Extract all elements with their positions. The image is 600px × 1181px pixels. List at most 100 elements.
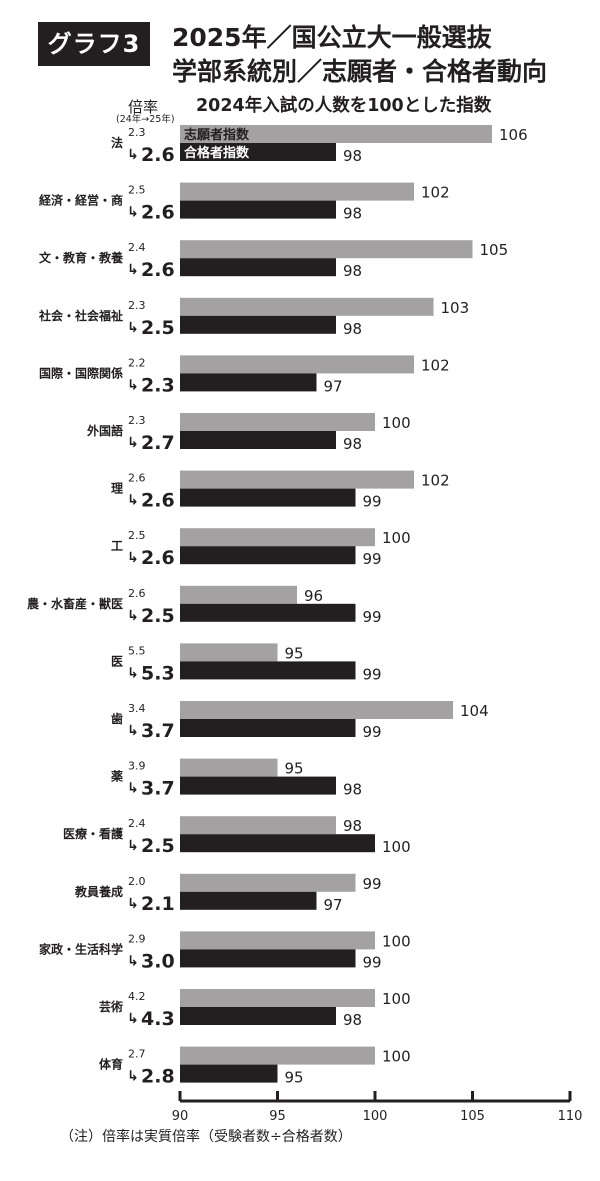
arrow-icon: ↳ [127,205,139,221]
rate-2025-label: 2.6 [141,202,175,224]
x-tick-label: 110 [558,1109,583,1124]
passer-value-label: 98 [343,781,362,799]
applicant-value-label: 104 [460,702,489,720]
passer-bar [180,834,375,853]
rate-2025-label: 2.6 [141,144,175,166]
passer-bar [180,143,336,161]
applicant-value-label: 100 [382,1048,411,1066]
applicant-bar [180,931,375,950]
rate-2025-label: 2.6 [141,259,175,281]
category-label: 理 [111,482,123,496]
passer-bar [180,315,336,334]
applicant-bar [180,528,375,547]
rate-2025-label: 2.5 [141,835,175,857]
applicant-bar [180,413,375,431]
passer-bar [180,776,336,795]
applicant-bar [180,816,336,835]
passer-bar [180,719,356,737]
category-label: 芸術 [99,999,123,1014]
rate-2024-label: 3.4 [128,702,146,715]
applicant-bar [180,125,492,143]
applicant-bar [180,643,278,662]
rate-2025-label: 2.6 [141,490,175,512]
passer-value-label: 98 [343,262,362,280]
rate-2025-label: 2.6 [141,547,175,569]
rate-2025-label: 2.7 [141,432,175,454]
passer-bar [180,1007,336,1025]
category-label: 工 [111,539,123,553]
passer-bar [180,200,336,219]
rate-2024-label: 2.3 [128,299,146,312]
rate-2024-label: 2.7 [128,1048,146,1061]
passer-value-label: 99 [363,550,382,568]
rate-2024-label: 2.5 [128,184,146,197]
arrow-icon: ↳ [127,896,139,912]
arrow-icon: ↳ [127,1011,139,1027]
rate-2025-label: 2.8 [141,1066,175,1088]
rate-2025-label: 3.7 [141,778,175,800]
x-tick-label: 95 [269,1109,286,1124]
arrow-icon: ↳ [127,953,139,969]
x-tick-label: 100 [363,1109,388,1124]
passer-bar [180,891,317,910]
applicant-value-label: 100 [382,414,411,432]
rate-2025-label: 3.7 [141,720,175,742]
category-label: 薬 [111,769,123,784]
rate-2025-label: 2.1 [141,893,175,915]
passer-bar [180,373,317,392]
chart-title-line2: 学部系統別／志願者・合格者動向 [172,57,548,86]
arrow-icon: ↳ [127,838,139,854]
category-label: 医療・看護 [63,826,124,841]
arrow-icon: ↳ [127,781,139,797]
arrow-icon: ↳ [127,608,139,624]
category-label: 家政・生活科学 [39,941,123,956]
rate-2024-label: 2.6 [128,587,146,600]
category-label: 農・水畜産・獣医 [27,596,123,611]
applicant-value-label: 103 [441,299,470,317]
passer-value-label: 99 [363,953,382,971]
passer-value-label: 98 [343,147,362,165]
applicant-bar [180,240,473,259]
passer-bar [180,661,356,680]
chart-subtitle: 2024年入試の人数を100とした指数 [196,96,492,116]
category-label: 法 [111,135,123,150]
arrow-icon: ↳ [127,320,139,336]
rate-2025-label: 4.3 [141,1008,175,1030]
rate-2025-label: 2.5 [141,317,175,339]
rate-2025-label: 2.5 [141,605,175,627]
category-label: 医 [111,654,123,668]
rate-2024-label: 5.5 [128,644,146,657]
applicant-bar [180,297,434,316]
applicant-bar [180,470,414,489]
rate-2024-label: 4.2 [128,990,146,1003]
passer-value-label: 98 [343,435,362,453]
legend-passers: 合格者指数 [184,145,250,161]
footnote: （注）倍率は実質倍率（受験者数÷合格者数） [60,1129,352,1145]
applicant-value-label: 102 [421,472,450,490]
rate-2024-label: 2.4 [128,241,146,254]
rate-2024-label: 3.9 [128,760,146,773]
rate-column-subheader: (24年→25年) [116,114,175,125]
passer-value-label: 99 [363,723,382,741]
rate-column-header: 倍率 [128,98,159,116]
applicant-value-label: 105 [480,241,509,259]
passer-value-label: 100 [382,838,411,856]
rate-2024-label: 2.9 [128,932,146,945]
passer-bar [180,603,356,622]
rate-2024-label: 2.2 [128,356,146,369]
applicant-value-label: 102 [421,184,450,202]
applicant-bar [180,355,414,374]
rate-2024-label: 2.6 [128,472,146,485]
arrow-icon: ↳ [127,1069,139,1085]
rate-2024-label: 2.0 [128,875,146,888]
chart-title-line1: 2025年／国公立大一般選抜 [172,23,492,52]
legend-applicants: 志願者指数 [184,127,250,143]
applicant-value-label: 100 [382,529,411,547]
applicant-bar [180,1046,375,1065]
passer-value-label: 98 [343,205,362,223]
passer-value-label: 98 [343,320,362,338]
category-label: 文・教育・教養 [39,250,123,265]
rate-2024-label: 2.3 [128,126,146,139]
applicant-bar [180,758,278,777]
